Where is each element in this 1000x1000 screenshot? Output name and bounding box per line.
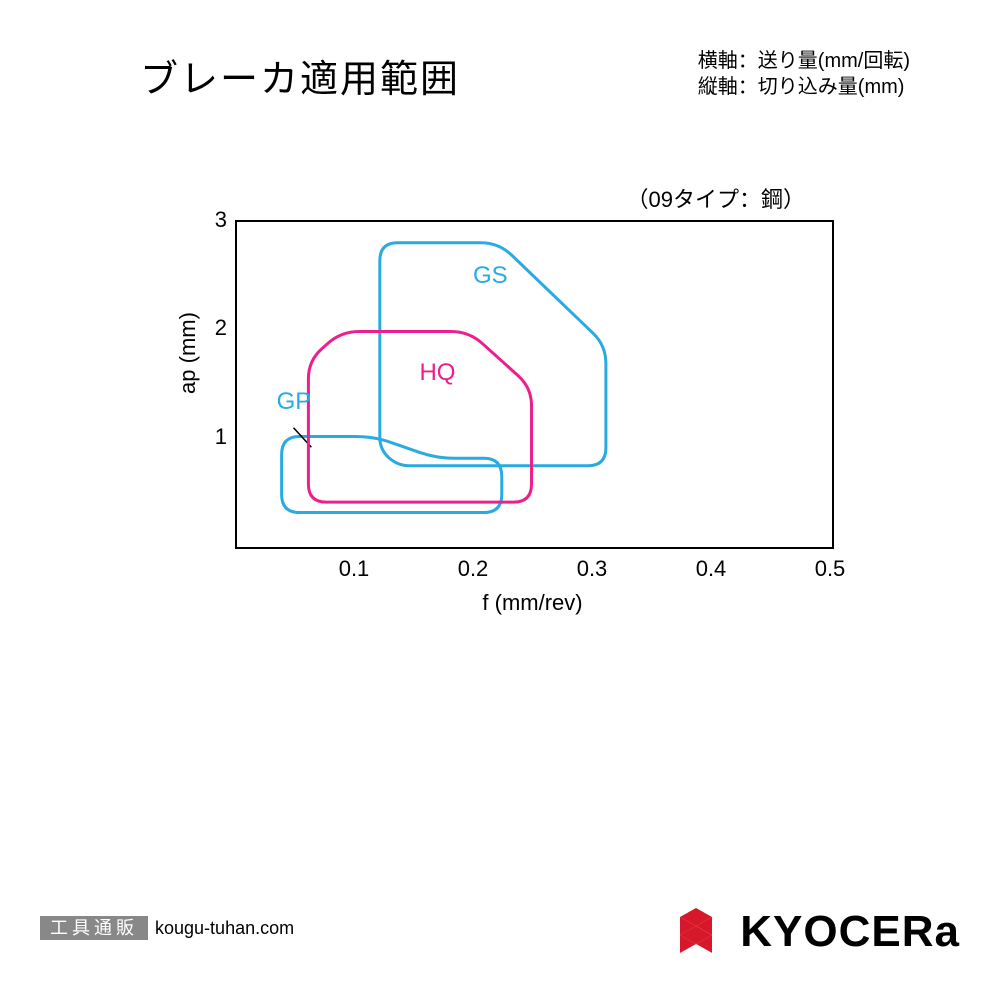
region-label-hq: HQ <box>419 359 455 387</box>
x-axis-desc: 横軸：送り量(mm/回転) <box>698 48 910 74</box>
region-hq <box>308 332 531 503</box>
watermark: 工具通販 kougu-tuhan.com <box>40 914 294 940</box>
chart: （09タイプ：鋼） ap (mm) f (mm/rev) 1230.10.20.… <box>175 220 875 640</box>
x-tick: 0.4 <box>696 556 727 582</box>
plot-area <box>235 220 834 549</box>
logo: KYOCERa <box>664 904 960 960</box>
y-tick: 3 <box>205 207 227 233</box>
y-tick: 1 <box>205 424 227 450</box>
chart-title: ブレーカ適用範囲 <box>140 48 460 103</box>
region-label-gp: GP <box>277 388 312 416</box>
plot-svg <box>237 222 832 547</box>
y-axis-label: ap (mm) <box>175 312 201 394</box>
x-tick: 0.1 <box>339 556 370 582</box>
x-tick: 0.3 <box>577 556 608 582</box>
x-axis-label: f (mm/rev) <box>235 590 830 616</box>
watermark-badge: 工具通販 <box>40 916 148 940</box>
x-tick: 0.5 <box>815 556 846 582</box>
y-tick: 2 <box>205 315 227 341</box>
region-label-gs: GS <box>473 262 508 290</box>
chart-subtitle: （09タイプ：鋼） <box>627 182 805 214</box>
logo-text: KYOCERa <box>740 907 960 957</box>
watermark-url: kougu-tuhan.com <box>155 918 294 938</box>
y-axis-desc: 縦軸：切り込み量(mm) <box>698 74 910 100</box>
x-tick: 0.2 <box>458 556 489 582</box>
axis-description: 横軸：送り量(mm/回転) 縦軸：切り込み量(mm) <box>698 48 910 100</box>
kyocera-mark-icon <box>664 904 728 960</box>
